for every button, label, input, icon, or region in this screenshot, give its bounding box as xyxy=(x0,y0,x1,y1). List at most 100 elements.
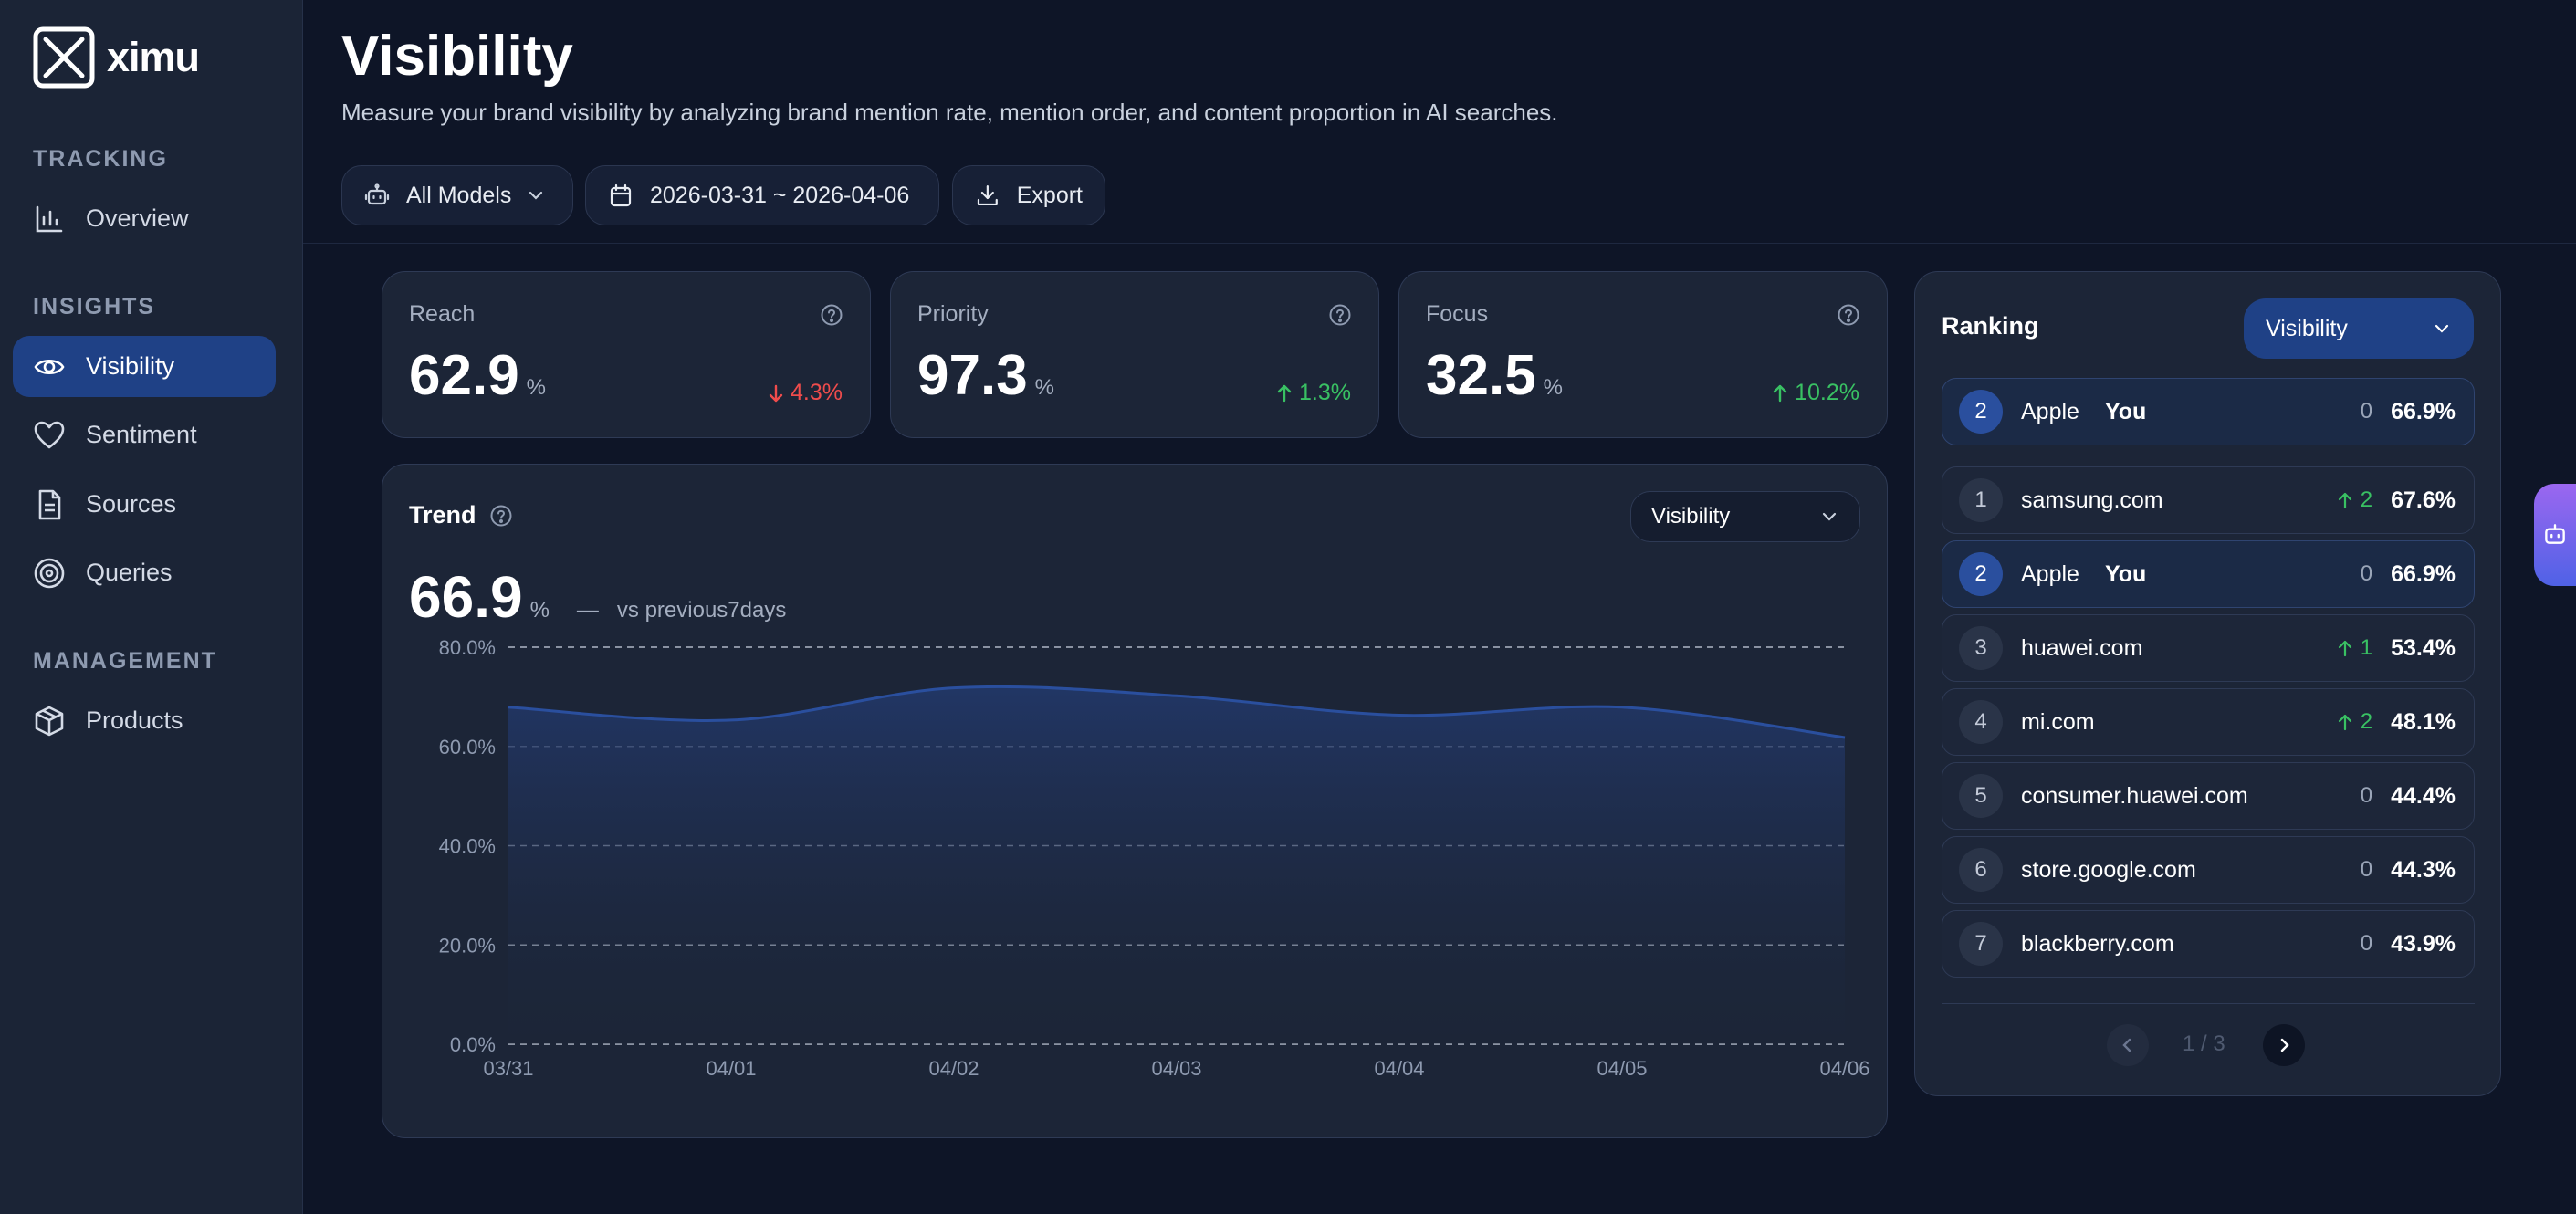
ranking-row[interactable]: 7 blackberry.com 0 43.9% xyxy=(1942,910,2475,978)
arrow-up-icon xyxy=(2338,714,2351,731)
rank-delta: 0 xyxy=(2360,561,2373,586)
rank-number: 3 xyxy=(1959,626,2003,670)
y-tick-label: 20.0% xyxy=(439,934,496,957)
assistant-floating-button[interactable] xyxy=(2534,484,2576,586)
trend-title: Trend xyxy=(409,501,476,529)
rank-number: 4 xyxy=(1959,700,2003,744)
ranking-pinned-row[interactable]: 2 Apple You 0 66.9% xyxy=(1942,378,2475,445)
x-tick-label: 04/06 xyxy=(1819,1057,1869,1080)
x-tick-label: 03/31 xyxy=(483,1057,533,1080)
x-tick-label: 04/05 xyxy=(1597,1057,1647,1080)
page-subtitle: Measure your brand visibility by analyzi… xyxy=(341,99,1558,126)
metric-card-priority: Priority 97.3% 1.3% xyxy=(890,271,1379,438)
x-tick-label: 04/02 xyxy=(928,1057,979,1080)
sidebar-item-sentiment[interactable]: Sentiment xyxy=(13,404,276,466)
x-tick-label: 04/04 xyxy=(1374,1057,1424,1080)
sidebar-item-visibility[interactable]: Visibility xyxy=(13,336,276,397)
trend-card: Trend Visibility 66.9 % — vs previous7day… xyxy=(382,464,1888,1138)
app-logo[interactable]: ximu xyxy=(33,26,200,89)
arrow-up-icon xyxy=(2338,640,2351,657)
rank-value: 48.1% xyxy=(2391,708,2456,735)
arrow-up-icon xyxy=(2338,492,2351,509)
rank-name: blackberry.com xyxy=(2021,930,2174,957)
prev-page-button[interactable] xyxy=(2107,1024,2149,1066)
calendar-icon xyxy=(610,183,632,207)
ranking-row[interactable]: 6 store.google.com 0 44.3% xyxy=(1942,836,2475,904)
bar-chart-icon xyxy=(36,205,63,232)
ranking-row[interactable]: 3 huawei.com 1 53.4% xyxy=(1942,614,2475,682)
section-label-insights: INSIGHTS xyxy=(33,294,156,319)
ranking-select-label: Visibility xyxy=(2266,315,2348,341)
sidebar-item-products[interactable]: Products xyxy=(13,690,276,751)
heart-icon xyxy=(34,421,65,448)
ranking-row[interactable]: 1 samsung.com 2 67.6% xyxy=(1942,466,2475,534)
logo-icon xyxy=(33,26,95,89)
rank-number: 6 xyxy=(1959,848,2003,892)
help-icon[interactable] xyxy=(820,303,843,327)
rank-number: 7 xyxy=(1959,922,2003,966)
ranking-row[interactable]: 4 mi.com 2 48.1% xyxy=(1942,688,2475,756)
help-icon[interactable] xyxy=(1328,303,1352,327)
trend-metric-select[interactable]: Visibility xyxy=(1630,491,1860,542)
target-icon xyxy=(34,558,65,588)
rank-delta: 0 xyxy=(2360,931,2373,956)
metric-title: Reach xyxy=(409,301,476,327)
rank-name: Apple xyxy=(2021,398,2079,424)
x-tick-label: 04/03 xyxy=(1151,1057,1201,1080)
arrow-up-icon xyxy=(1277,384,1292,402)
help-icon[interactable] xyxy=(489,504,513,528)
rank-value: 66.9% xyxy=(2391,560,2456,587)
sidebar-item-label: Overview xyxy=(86,204,189,232)
rank-value: 43.9% xyxy=(2391,930,2456,957)
rank-name: consumer.huawei.com xyxy=(2021,782,2248,809)
export-button[interactable]: Export xyxy=(952,165,1105,225)
robot-icon xyxy=(2545,524,2565,544)
chevron-down-icon xyxy=(1822,512,1837,521)
metric-value: 62.9% xyxy=(409,344,547,407)
metric-change: 1.3% xyxy=(1275,380,1351,406)
rank-name: Apple xyxy=(2021,560,2079,587)
chevron-down-icon xyxy=(529,191,543,200)
model-filter-dropdown[interactable]: All Models xyxy=(341,165,573,225)
rank-name: store.google.com xyxy=(2021,856,2196,883)
export-label: Export xyxy=(1016,182,1083,208)
help-icon[interactable] xyxy=(1837,303,1860,327)
ranking-card: Ranking Visibility 2 Apple You 0 66.9% 1… xyxy=(1914,271,2501,1096)
sidebar-item-label: Sources xyxy=(86,490,177,518)
sidebar-item-overview[interactable]: Overview xyxy=(13,188,276,249)
sidebar-item-label: Visibility xyxy=(86,352,175,380)
sidebar-item-label: Sentiment xyxy=(86,421,197,448)
rank-name: huawei.com xyxy=(2021,634,2143,661)
next-page-button[interactable] xyxy=(2263,1024,2305,1066)
ranking-row[interactable]: 2 Apple You 0 66.9% xyxy=(1942,540,2475,608)
section-label-management: MANAGEMENT xyxy=(33,648,217,674)
metric-title: Priority xyxy=(917,301,989,327)
y-tick-label: 0.0% xyxy=(450,1033,496,1056)
y-tick-label: 40.0% xyxy=(439,835,496,858)
rank-delta: 0 xyxy=(2360,399,2373,424)
trend-line xyxy=(508,685,1846,739)
model-filter-label: All Models xyxy=(406,182,512,208)
chevron-down-icon xyxy=(2435,324,2449,333)
ranking-row[interactable]: 5 consumer.huawei.com 0 44.4% xyxy=(1942,762,2475,830)
rank-delta: 2 xyxy=(2337,709,2372,735)
eye-icon xyxy=(34,359,65,374)
chevron-left-icon xyxy=(2122,1038,2131,1052)
sidebar-item-sources[interactable]: Sources xyxy=(13,474,276,535)
rank-value: 44.3% xyxy=(2391,856,2456,883)
date-range-picker[interactable]: 2026-03-31 ~ 2026-04-06 xyxy=(585,165,939,225)
rank-delta: 0 xyxy=(2360,857,2373,882)
box-icon xyxy=(35,706,64,736)
rank-delta: 1 xyxy=(2337,635,2372,661)
trend-chart: 0.0% 20.0% 40.0% 60.0% 80.0% 03/31 04/01 04/02 0… xyxy=(439,638,1870,1080)
y-tick-label: 60.0% xyxy=(439,736,496,759)
ranking-metric-select[interactable]: Visibility xyxy=(2244,298,2474,359)
page-title: Visibility xyxy=(341,25,573,88)
sidebar-item-label: Products xyxy=(86,706,183,734)
sidebar-item-label: Queries xyxy=(86,559,173,586)
metric-card-focus: Focus 32.5% 10.2% xyxy=(1398,271,1888,438)
metric-change: 4.3% xyxy=(767,380,843,406)
sidebar-item-queries[interactable]: Queries xyxy=(13,542,276,603)
chevron-right-icon xyxy=(2280,1038,2289,1052)
x-tick-label: 04/01 xyxy=(706,1057,756,1080)
